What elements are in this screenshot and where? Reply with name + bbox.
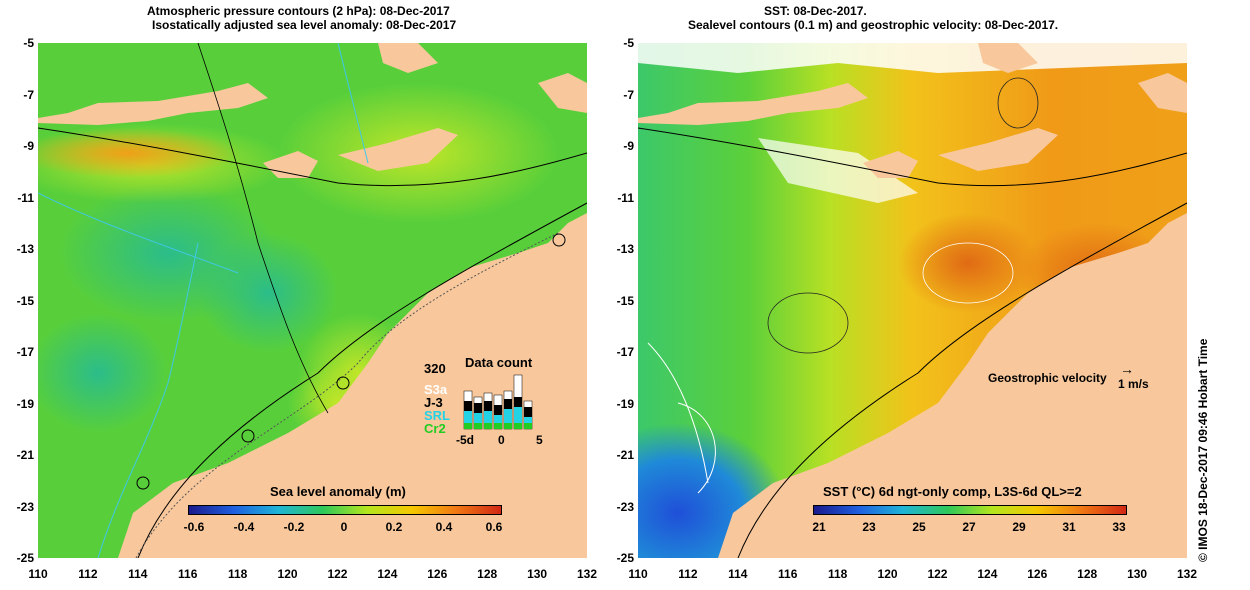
data-count-bar bbox=[483, 392, 493, 430]
data-count-title: Data count bbox=[465, 355, 533, 370]
right-lon-label-110: 110 bbox=[628, 567, 648, 581]
data-count-bar bbox=[513, 374, 523, 430]
sat-label-j3: J-3 bbox=[424, 395, 443, 410]
data-count-bar bbox=[493, 394, 503, 430]
data-count-xtick-5: 5 bbox=[536, 433, 543, 447]
right-lat-label-m21: -21 bbox=[616, 448, 634, 462]
right-lat-label-m13: -13 bbox=[616, 242, 634, 256]
left-lat-label-m5: -5 bbox=[23, 36, 34, 50]
left-lat-label-m21: -21 bbox=[16, 448, 34, 462]
right-colorbar-tick-21: 21 bbox=[812, 520, 826, 534]
footer-credit: © IMOS 18-Dec-2017 09:46 Hobart Time bbox=[1196, 338, 1210, 562]
left-lon-label-112: 112 bbox=[78, 567, 98, 581]
left-lon-label-132: 132 bbox=[576, 567, 598, 581]
sat-label-s3a: S3a bbox=[424, 382, 448, 397]
right-lat-label-m15: -15 bbox=[616, 293, 634, 308]
left-lon-label-130: 130 bbox=[527, 567, 548, 581]
left-lon-label-116: 116 bbox=[178, 567, 198, 581]
left-colorbar-tick-m0.4: -0.4 bbox=[233, 520, 255, 534]
left-lon-label-122: 122 bbox=[327, 567, 348, 581]
left-colorbar bbox=[188, 505, 502, 515]
left-lat-label-m9: -9 bbox=[23, 139, 34, 153]
left-lat-label-m7: -7 bbox=[23, 87, 34, 102]
right-lat-label-m9: -9 bbox=[623, 139, 634, 153]
right-lat-label-m19: -19 bbox=[616, 396, 634, 411]
right-colorbar-tick-29: 29 bbox=[1012, 520, 1026, 534]
right-lon-label-114: 114 bbox=[728, 567, 748, 581]
left-lon-label-114: 114 bbox=[128, 567, 148, 581]
right-lon-label-132: 132 bbox=[1176, 567, 1198, 581]
right-lat-label-m23: -23 bbox=[616, 499, 634, 514]
data-count-bar bbox=[463, 390, 473, 430]
left-lon-label-128: 128 bbox=[477, 567, 498, 581]
left-lat-label-m17: -17 bbox=[16, 345, 34, 359]
sat-label-cr2: Cr2 bbox=[424, 421, 446, 436]
left-colorbar-tick-0: 0 bbox=[340, 520, 348, 534]
right-lon-label-116: 116 bbox=[778, 567, 798, 581]
right-colorbar-title: SST (°C) 6d ngt-only comp, L3S-6d QL>=2 bbox=[823, 484, 1082, 499]
left-title-line2: Isostatically adjusted sea level anomaly… bbox=[152, 18, 457, 32]
right-colorbar bbox=[813, 505, 1127, 515]
left-colorbar-tick-0.4: 0.4 bbox=[435, 520, 453, 534]
sat-label-srl: SRL bbox=[424, 408, 450, 423]
sst-map[interactable]: Geostrophic velocity → 1 m/s SST (°C) 6d… bbox=[638, 43, 1187, 558]
left-colorbar-tick-m0.2: -0.2 bbox=[283, 520, 305, 534]
velocity-scale: 1 m/s bbox=[1118, 377, 1149, 391]
data-count-bars bbox=[463, 374, 533, 430]
right-lat-label-m25: -25 bbox=[616, 551, 634, 565]
sea-level-anomaly-map[interactable]: Data count 320 S3a J-3 SRL Cr2 -5d 0 5 S… bbox=[38, 43, 587, 558]
left-colorbar-tick-m0.6: -0.6 bbox=[183, 520, 205, 534]
left-colorbar-tick-0.6: 0.6 bbox=[485, 520, 503, 534]
left-lon-label-124: 124 bbox=[377, 567, 398, 581]
right-lon-label-118: 118 bbox=[827, 567, 848, 581]
data-count-bar bbox=[473, 396, 483, 430]
right-colorbar-tick-23: 23 bbox=[862, 520, 876, 534]
left-colorbar-title: Sea level anomaly (m) bbox=[270, 484, 406, 499]
left-colorbar-tick-0.2: 0.2 bbox=[385, 520, 403, 534]
right-colorbar-tick-27: 27 bbox=[962, 520, 976, 534]
right-lat-label-m17: -17 bbox=[616, 345, 634, 359]
right-colorbar-tick-33: 33 bbox=[1112, 520, 1126, 534]
left-lon-label-110: 110 bbox=[28, 567, 48, 581]
left-lat-label-m15: -15 bbox=[16, 293, 34, 308]
right-title-line1: SST: 08-Dec-2017. bbox=[764, 4, 867, 18]
right-lon-label-112: 112 bbox=[678, 567, 698, 581]
left-lon-label-118: 118 bbox=[227, 567, 248, 581]
left-title-line1: Atmospheric pressure contours (2 hPa): 0… bbox=[147, 4, 450, 18]
left-lat-label-m13: -13 bbox=[16, 242, 34, 256]
right-lon-label-126: 126 bbox=[1027, 567, 1048, 581]
data-count-xtick-0: 0 bbox=[498, 433, 505, 447]
data-count-xtick-m5: -5d bbox=[456, 433, 474, 447]
right-lat-label-m5: -5 bbox=[623, 36, 634, 50]
right-lat-label-m11: -11 bbox=[617, 190, 634, 205]
data-count-bar bbox=[523, 400, 533, 430]
right-lon-label-120: 120 bbox=[877, 567, 898, 581]
right-colorbar-tick-25: 25 bbox=[912, 520, 926, 534]
right-colorbar-tick-31: 31 bbox=[1062, 520, 1076, 534]
data-count-max: 320 bbox=[424, 361, 446, 376]
right-lon-label-130: 130 bbox=[1127, 567, 1148, 581]
left-lon-label-120: 120 bbox=[277, 567, 298, 581]
left-lat-label-m25: -25 bbox=[16, 551, 34, 565]
left-lat-label-m11: -11 bbox=[17, 190, 34, 205]
right-lon-label-124: 124 bbox=[977, 567, 998, 581]
data-count-bar bbox=[503, 390, 513, 430]
right-lat-label-m7: -7 bbox=[623, 87, 634, 102]
left-lat-label-m19: -19 bbox=[16, 396, 34, 411]
left-lon-label-126: 126 bbox=[427, 567, 448, 581]
right-lon-label-128: 128 bbox=[1077, 567, 1098, 581]
right-lon-label-122: 122 bbox=[927, 567, 948, 581]
right-title-line2: Sealevel contours (0.1 m) and geostrophi… bbox=[688, 18, 1059, 32]
left-lat-label-m23: -23 bbox=[16, 499, 34, 514]
velocity-arrow: → bbox=[1120, 361, 1134, 377]
velocity-label: Geostrophic velocity bbox=[988, 371, 1107, 385]
